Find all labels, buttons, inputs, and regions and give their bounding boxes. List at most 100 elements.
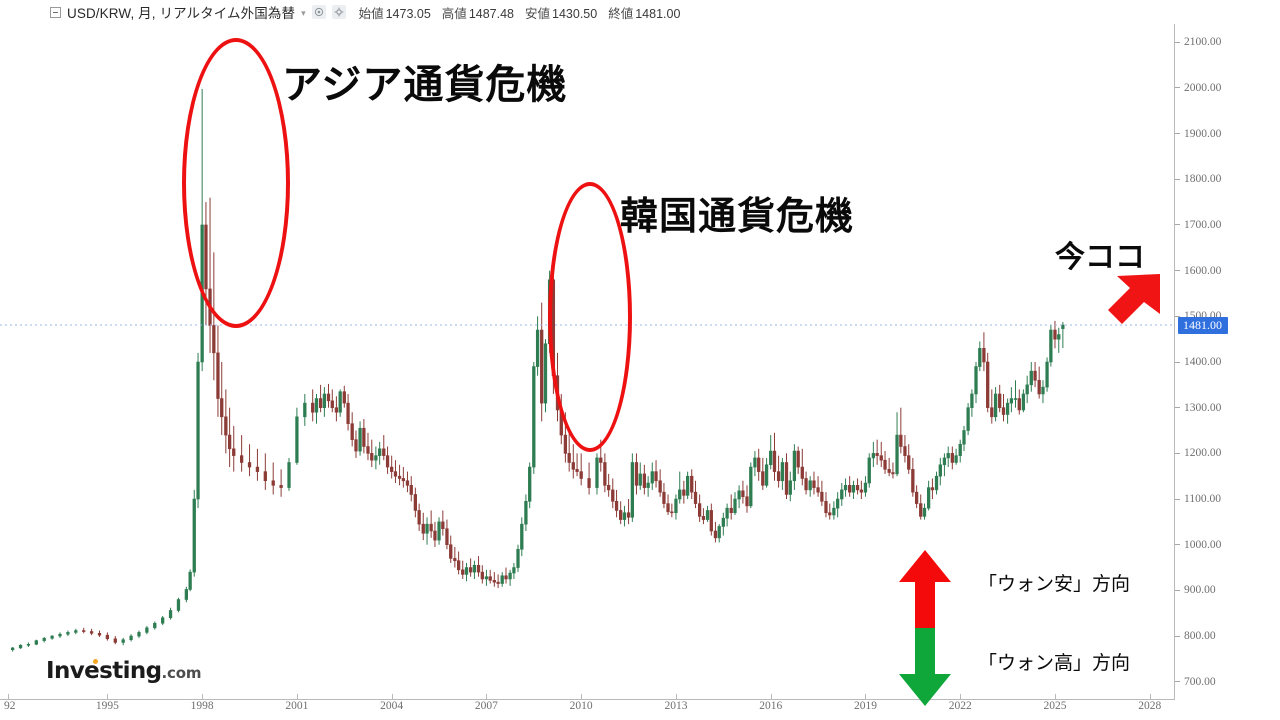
candle-body bbox=[445, 528, 449, 546]
candle-body bbox=[504, 575, 508, 580]
price-axis-tick-label: 1100.00 bbox=[1184, 493, 1221, 506]
candle-body bbox=[220, 398, 224, 418]
candle-body bbox=[895, 434, 899, 475]
time-axis-tick-label: 1995 bbox=[95, 700, 119, 712]
tick-mark bbox=[1175, 41, 1180, 43]
candle-body bbox=[1041, 386, 1045, 395]
tick-mark bbox=[1175, 407, 1180, 409]
ohlc-low: 安値 1430.50 bbox=[525, 6, 598, 21]
candle-body bbox=[370, 453, 374, 461]
candle-body bbox=[137, 632, 141, 637]
legend-label-won-strong: 「ウォン高」方向 bbox=[978, 652, 1131, 674]
time-axis-tick-mark bbox=[960, 694, 962, 700]
candle-body bbox=[1045, 361, 1049, 388]
candle-body bbox=[433, 530, 437, 541]
candle-body bbox=[776, 471, 781, 482]
candle-body bbox=[919, 503, 923, 517]
candle-body bbox=[670, 511, 674, 514]
candle-body bbox=[824, 501, 828, 514]
candle-body bbox=[654, 471, 658, 482]
candle-body bbox=[772, 450, 777, 472]
candle-body bbox=[1017, 398, 1021, 411]
candle-body bbox=[34, 640, 38, 645]
candle-body bbox=[753, 457, 757, 468]
candle-body bbox=[303, 402, 307, 418]
candle-body bbox=[579, 471, 583, 479]
candle-body bbox=[362, 427, 366, 447]
candle-body bbox=[1021, 393, 1026, 411]
candle-body bbox=[745, 496, 749, 507]
price-axis-tick-label: 2100.00 bbox=[1184, 36, 1222, 49]
symbol-title[interactable]: USD/KRW, 月, リアルタイム外国為替 bbox=[67, 6, 296, 21]
candle-body bbox=[468, 567, 473, 573]
candle-body bbox=[978, 347, 982, 367]
candle-body bbox=[535, 329, 540, 367]
candle-body bbox=[263, 471, 267, 482]
time-axis-tick-label: 2010 bbox=[569, 700, 593, 712]
candle-body bbox=[998, 393, 1002, 408]
candle-body bbox=[58, 633, 62, 637]
candle-body bbox=[1053, 329, 1057, 340]
price-axis-tick: 2000.00 bbox=[1175, 81, 1221, 95]
candle-body bbox=[1049, 329, 1053, 363]
candle-body bbox=[974, 366, 978, 395]
candle-body bbox=[74, 630, 78, 633]
candle-body bbox=[161, 617, 165, 624]
price-axis-tick: 1400.00 bbox=[1175, 355, 1221, 369]
price-axis[interactable]: 700.00 800.00 900.00 1000.00 1100.00 1200.00 1… bbox=[1175, 0, 1280, 700]
current-price-badge[interactable]: 1481.00 bbox=[1178, 317, 1228, 334]
candle-body bbox=[1025, 384, 1029, 395]
candle-body bbox=[512, 567, 516, 574]
candle-body bbox=[685, 475, 690, 496]
candle-body bbox=[66, 632, 70, 635]
chevron-down-icon[interactable]: ▾ bbox=[301, 7, 306, 18]
tick-mark bbox=[1175, 224, 1180, 226]
candle-body bbox=[733, 498, 737, 514]
tick-mark bbox=[1175, 270, 1180, 272]
candle-body bbox=[543, 343, 548, 404]
highlight-ellipse-korea-crisis bbox=[548, 182, 632, 452]
collapse-icon[interactable] bbox=[50, 6, 61, 18]
candle-body bbox=[721, 517, 725, 527]
candle-body bbox=[82, 630, 86, 632]
candle-body bbox=[614, 501, 619, 511]
candle-body bbox=[942, 457, 947, 466]
candle-body bbox=[516, 548, 520, 568]
candle-body bbox=[962, 430, 966, 445]
time-axis-tick-label: 1998 bbox=[190, 700, 214, 712]
candle-body bbox=[638, 473, 642, 486]
candle-body bbox=[914, 491, 919, 504]
candle-body bbox=[449, 544, 453, 559]
time-axis-tick-mark bbox=[107, 694, 109, 700]
candle-body bbox=[224, 416, 228, 436]
candle-body bbox=[441, 521, 445, 530]
candle-body bbox=[168, 610, 173, 619]
eye-icon[interactable] bbox=[311, 5, 326, 19]
tick-mark bbox=[1175, 589, 1180, 591]
candle-body bbox=[986, 361, 990, 408]
candle-body bbox=[678, 489, 682, 500]
candle-body bbox=[1061, 324, 1065, 329]
candle-body bbox=[464, 567, 469, 575]
candle-body bbox=[749, 466, 753, 507]
candle-body bbox=[709, 510, 713, 532]
candle-body bbox=[674, 498, 678, 514]
candle-body bbox=[595, 457, 599, 488]
candle-body bbox=[153, 622, 157, 629]
candle-body bbox=[1001, 407, 1006, 415]
candle-body bbox=[1009, 398, 1014, 404]
candle-body bbox=[836, 498, 840, 509]
gear-icon[interactable] bbox=[331, 5, 346, 19]
candle-body bbox=[232, 448, 236, 456]
candle-body bbox=[993, 393, 998, 418]
price-axis-tick-label: 1800.00 bbox=[1184, 173, 1222, 186]
time-axis[interactable]: 92 1995 1998 2001 2004 2007 2010 2013 2016 2019 20… bbox=[0, 694, 1175, 720]
candle-body bbox=[879, 455, 883, 461]
candle-body bbox=[390, 466, 394, 472]
candle-body bbox=[875, 453, 879, 456]
candle-body bbox=[650, 471, 654, 484]
candle-body bbox=[843, 485, 848, 491]
candle-body bbox=[338, 391, 342, 413]
price-axis-tick-label: 900.00 bbox=[1184, 584, 1216, 597]
candle-body bbox=[792, 450, 797, 482]
